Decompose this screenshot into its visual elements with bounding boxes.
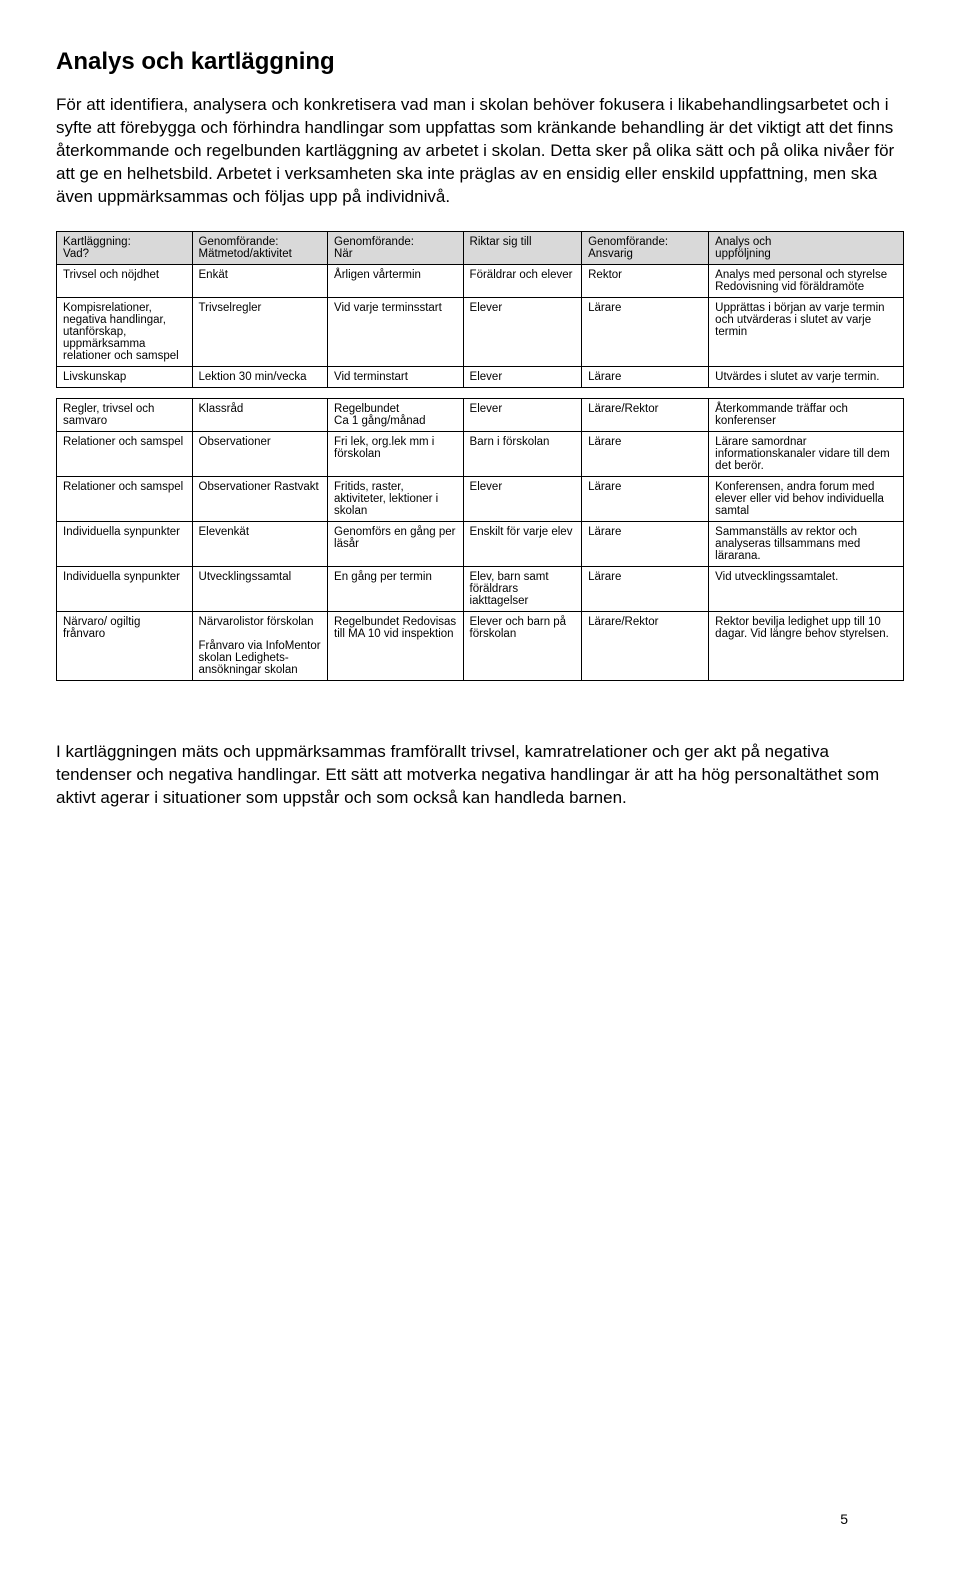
table-cell: Årligen vårtermin: [328, 264, 464, 297]
table-cell: Regelbundet Ca 1 gång/månad: [328, 398, 464, 431]
page-number: 5: [840, 1511, 848, 1527]
table-cell: Kompisrelationer, negativa handlingar, u…: [57, 297, 193, 366]
table-cell: Föräldrar och elever: [463, 264, 582, 297]
table-cell: Elever: [463, 398, 582, 431]
table-cell: Observationer Rastvakt: [192, 476, 328, 521]
table-row: LivskunskapLektion 30 min/veckaVid termi…: [57, 366, 904, 387]
table-cell: Enkät: [192, 264, 328, 297]
table-cell: Observationer: [192, 431, 328, 476]
table-cell: Återkommande träffar och konferenser: [709, 398, 904, 431]
table-cell: Enskilt för varje elev: [463, 521, 582, 566]
table-cell: Vid utvecklingssamtalet.: [709, 566, 904, 611]
table-cell: Elev, barn samt föräldrars iakttagelser: [463, 566, 582, 611]
table-cell: Elevenkät: [192, 521, 328, 566]
table-cell: Konferensen, andra forum med elever elle…: [709, 476, 904, 521]
table-cell: Trivselregler: [192, 297, 328, 366]
table-cell: Vid terminstart: [328, 366, 464, 387]
table-cell: Lärare: [582, 366, 709, 387]
table-cell: Elever: [463, 297, 582, 366]
table-row: Individuella synpunkterElevenkätGenomför…: [57, 521, 904, 566]
table-cell: Lektion 30 min/vecka: [192, 366, 328, 387]
table-cell: Lärare/Rektor: [582, 611, 709, 680]
table-cell: Närvarolistor förskolan Frånvaro via Inf…: [192, 611, 328, 680]
table-cell: Elever: [463, 476, 582, 521]
table-row: Kompisrelationer, negativa handlingar, u…: [57, 297, 904, 366]
table-header-cell: Analys och uppföljning: [709, 231, 904, 264]
table-cell: Lärare: [582, 476, 709, 521]
table-cell: Lärare: [582, 521, 709, 566]
table-header-row: Kartläggning: Vad?Genomförande: Mätmetod…: [57, 231, 904, 264]
table-header-cell: Kartläggning: Vad?: [57, 231, 193, 264]
table-cell: Regler, trivsel och samvaro: [57, 398, 193, 431]
table-cell: Barn i förskolan: [463, 431, 582, 476]
table-cell: Utvärdes i slutet av varje termin.: [709, 366, 904, 387]
table-cell: Vid varje terminsstart: [328, 297, 464, 366]
table-header-cell: Genomförande: När: [328, 231, 464, 264]
table-cell: Elever och barn på förskolan: [463, 611, 582, 680]
mapping-table-top: Kartläggning: Vad?Genomförande: Mätmetod…: [56, 231, 904, 388]
table-row: Relationer och samspelObservationerFri l…: [57, 431, 904, 476]
table-cell: Fritids, raster, aktiviteter, lektioner …: [328, 476, 464, 521]
table-cell: Rektor: [582, 264, 709, 297]
table-cell: Lärare samordnar informationskanaler vid…: [709, 431, 904, 476]
table-cell: Livskunskap: [57, 366, 193, 387]
table-cell: Rektor bevilja ledighet upp till 10 daga…: [709, 611, 904, 680]
table-header-cell: Genomförande: Ansvarig: [582, 231, 709, 264]
table-row: Relationer och samspelObservationer Rast…: [57, 476, 904, 521]
table-cell: Relationer och samspel: [57, 431, 193, 476]
page-title: Analys och kartläggning: [56, 48, 904, 76]
table-row: Närvaro/ ogiltig frånvaroNärvarolistor f…: [57, 611, 904, 680]
table-cell: Lärare: [582, 566, 709, 611]
table-cell: Elever: [463, 366, 582, 387]
table-row: Regler, trivsel och samvaroKlassrådRegel…: [57, 398, 904, 431]
table-cell: Upprättas i början av varje termin och u…: [709, 297, 904, 366]
table-cell: Lärare/Rektor: [582, 398, 709, 431]
table-cell: Regelbundet Redovisas till MA 10 vid ins…: [328, 611, 464, 680]
table-cell: Fri lek, org.lek mm i förskolan: [328, 431, 464, 476]
table-cell: Närvaro/ ogiltig frånvaro: [57, 611, 193, 680]
table-cell: Individuella synpunkter: [57, 566, 193, 611]
table-cell: Relationer och samspel: [57, 476, 193, 521]
intro-paragraph: För att identifiera, analysera och konkr…: [56, 94, 904, 209]
table-cell: Klassråd: [192, 398, 328, 431]
table-cell: Individuella synpunkter: [57, 521, 193, 566]
table-cell: Lärare: [582, 431, 709, 476]
table-cell: Analys med personal och styrelse Redovis…: [709, 264, 904, 297]
table-cell: Utvecklingssamtal: [192, 566, 328, 611]
table-cell: Lärare: [582, 297, 709, 366]
table-cell: Sammanställs av rektor och analyseras ti…: [709, 521, 904, 566]
mapping-table-bottom: Regler, trivsel och samvaroKlassrådRegel…: [56, 398, 904, 681]
table-header-cell: Riktar sig till: [463, 231, 582, 264]
table-cell: Trivsel och nöjdhet: [57, 264, 193, 297]
table-header-cell: Genomförande: Mätmetod/aktivitet: [192, 231, 328, 264]
outro-paragraph: I kartläggningen mäts och uppmärksammas …: [56, 741, 904, 810]
page-container: Analys och kartläggning För att identifi…: [56, 48, 904, 1547]
table-cell: Genomförs en gång per läsår: [328, 521, 464, 566]
table-row: Individuella synpunkterUtvecklingssamtal…: [57, 566, 904, 611]
table-cell: En gång per termin: [328, 566, 464, 611]
table-row: Trivsel och nöjdhetEnkätÅrligen vårtermi…: [57, 264, 904, 297]
